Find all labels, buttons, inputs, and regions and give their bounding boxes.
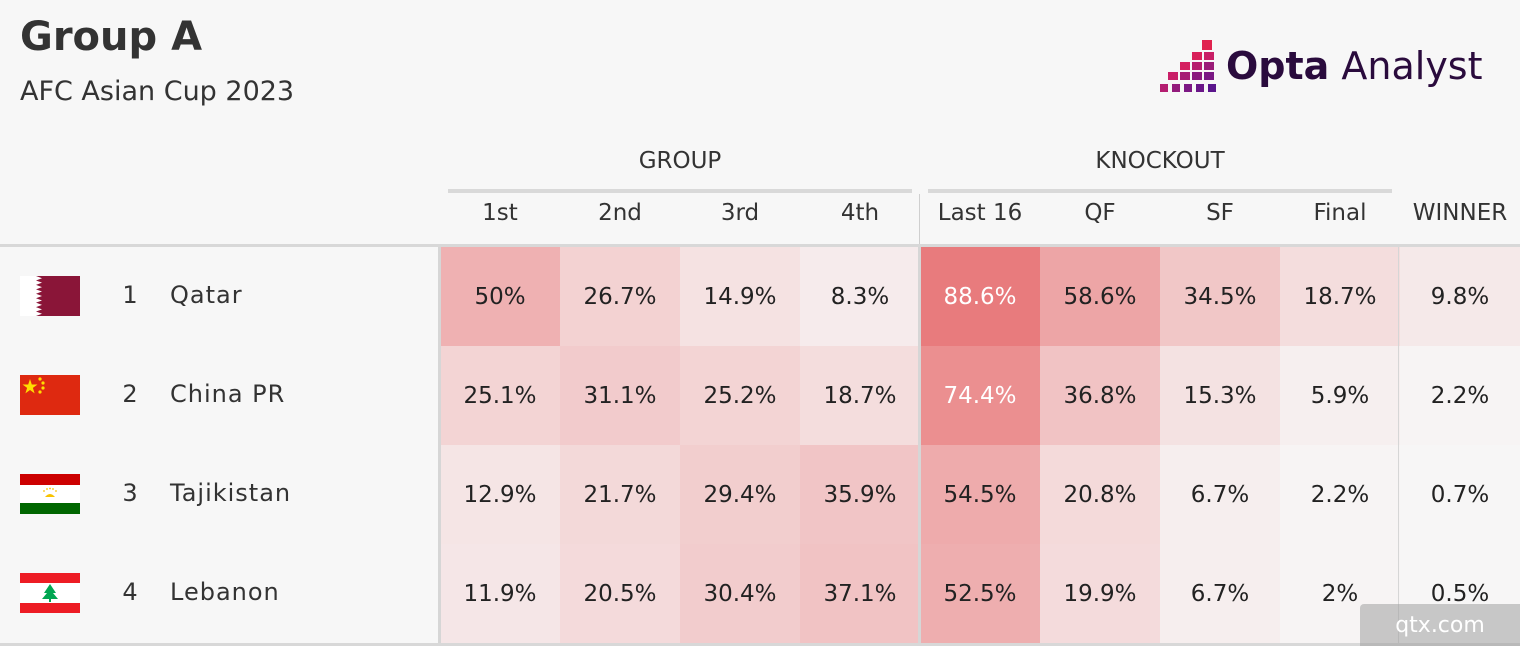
probability-cell: 6.7% (1160, 445, 1280, 544)
column-header-final: Final (1313, 200, 1367, 226)
team-rank: 4 (122, 578, 138, 606)
row-divider (0, 244, 1520, 247)
group-section-header: GROUP (638, 148, 722, 174)
probability-cell: 2.2% (1280, 445, 1400, 544)
probability-cell: 11.9% (440, 544, 560, 643)
probability-cell: 18.7% (1280, 247, 1400, 346)
knockout-header-underline (928, 189, 1392, 193)
watermark: qtx.com (1360, 604, 1520, 646)
probability-cell: 31.1% (560, 346, 680, 445)
team-rank: 2 (122, 380, 138, 408)
team-name: China PR (170, 380, 286, 408)
probability-cell: 0.7% (1400, 445, 1520, 544)
probability-cell: 19.9% (1040, 544, 1160, 643)
opta-logo-icon (1160, 40, 1216, 92)
team-rank: 3 (122, 479, 138, 507)
probability-cell: 34.5% (1160, 247, 1280, 346)
probability-cell: 20.8% (1040, 445, 1160, 544)
probability-cell: 20.5% (560, 544, 680, 643)
team-rank: 1 (122, 281, 138, 309)
probability-cell: 9.8% (1400, 247, 1520, 346)
header-divider (919, 194, 920, 244)
probability-cell: 6.7% (1160, 544, 1280, 643)
probability-cell: 50% (440, 247, 560, 346)
probability-cell: 30.4% (680, 544, 800, 643)
qatar-flag (20, 276, 80, 316)
team-name: Tajikistan (170, 479, 292, 507)
probability-cell: 14.9% (680, 247, 800, 346)
probability-cell: 5.9% (1280, 346, 1400, 445)
tajikistan-flag (20, 474, 80, 514)
probability-cell: 2.2% (1400, 346, 1520, 445)
column-header-qf: QF (1084, 200, 1116, 226)
probability-cell: 26.7% (560, 247, 680, 346)
column-divider (438, 247, 441, 643)
probability-cell: 25.2% (680, 346, 800, 445)
column-divider (1398, 247, 1399, 643)
probability-cell: 74.4% (920, 346, 1040, 445)
column-header-last-16: Last 16 (937, 200, 1023, 226)
column-header-1st: 1st (482, 200, 518, 226)
probability-cell: 29.4% (680, 445, 800, 544)
knockout-section-header: KNOCKOUT (1095, 148, 1225, 174)
probability-cell: 52.5% (920, 544, 1040, 643)
logo-text: Opta Analyst (1226, 44, 1483, 88)
chart-title: Group A (20, 14, 203, 60)
opta-analyst-logo: Opta Analyst (1158, 38, 1483, 98)
probability-cell: 21.7% (560, 445, 680, 544)
probability-cell: 36.8% (1040, 346, 1160, 445)
group-header-underline (448, 189, 912, 193)
probability-cell: 15.3% (1160, 346, 1280, 445)
probability-cell: 88.6% (920, 247, 1040, 346)
probability-cell: 37.1% (800, 544, 920, 643)
lebanon-flag (20, 573, 80, 613)
column-header-sf: SF (1206, 200, 1234, 226)
column-divider (918, 247, 921, 643)
column-header-3rd: 3rd (720, 200, 760, 226)
column-header-winner: WINNER (1412, 200, 1508, 226)
probability-cell: 35.9% (800, 445, 920, 544)
team-name: Lebanon (170, 578, 280, 606)
column-header-4th: 4th (840, 200, 880, 226)
column-header-2nd: 2nd (598, 200, 642, 226)
chart-subtitle: AFC Asian Cup 2023 (20, 76, 295, 107)
probability-cell: 58.6% (1040, 247, 1160, 346)
probability-cell: 8.3% (800, 247, 920, 346)
probability-cell: 54.5% (920, 445, 1040, 544)
china-flag (20, 375, 80, 415)
row-divider (0, 643, 1520, 646)
team-name: Qatar (170, 281, 243, 309)
probability-cell: 12.9% (440, 445, 560, 544)
probability-cell: 25.1% (440, 346, 560, 445)
probability-cell: 18.7% (800, 346, 920, 445)
